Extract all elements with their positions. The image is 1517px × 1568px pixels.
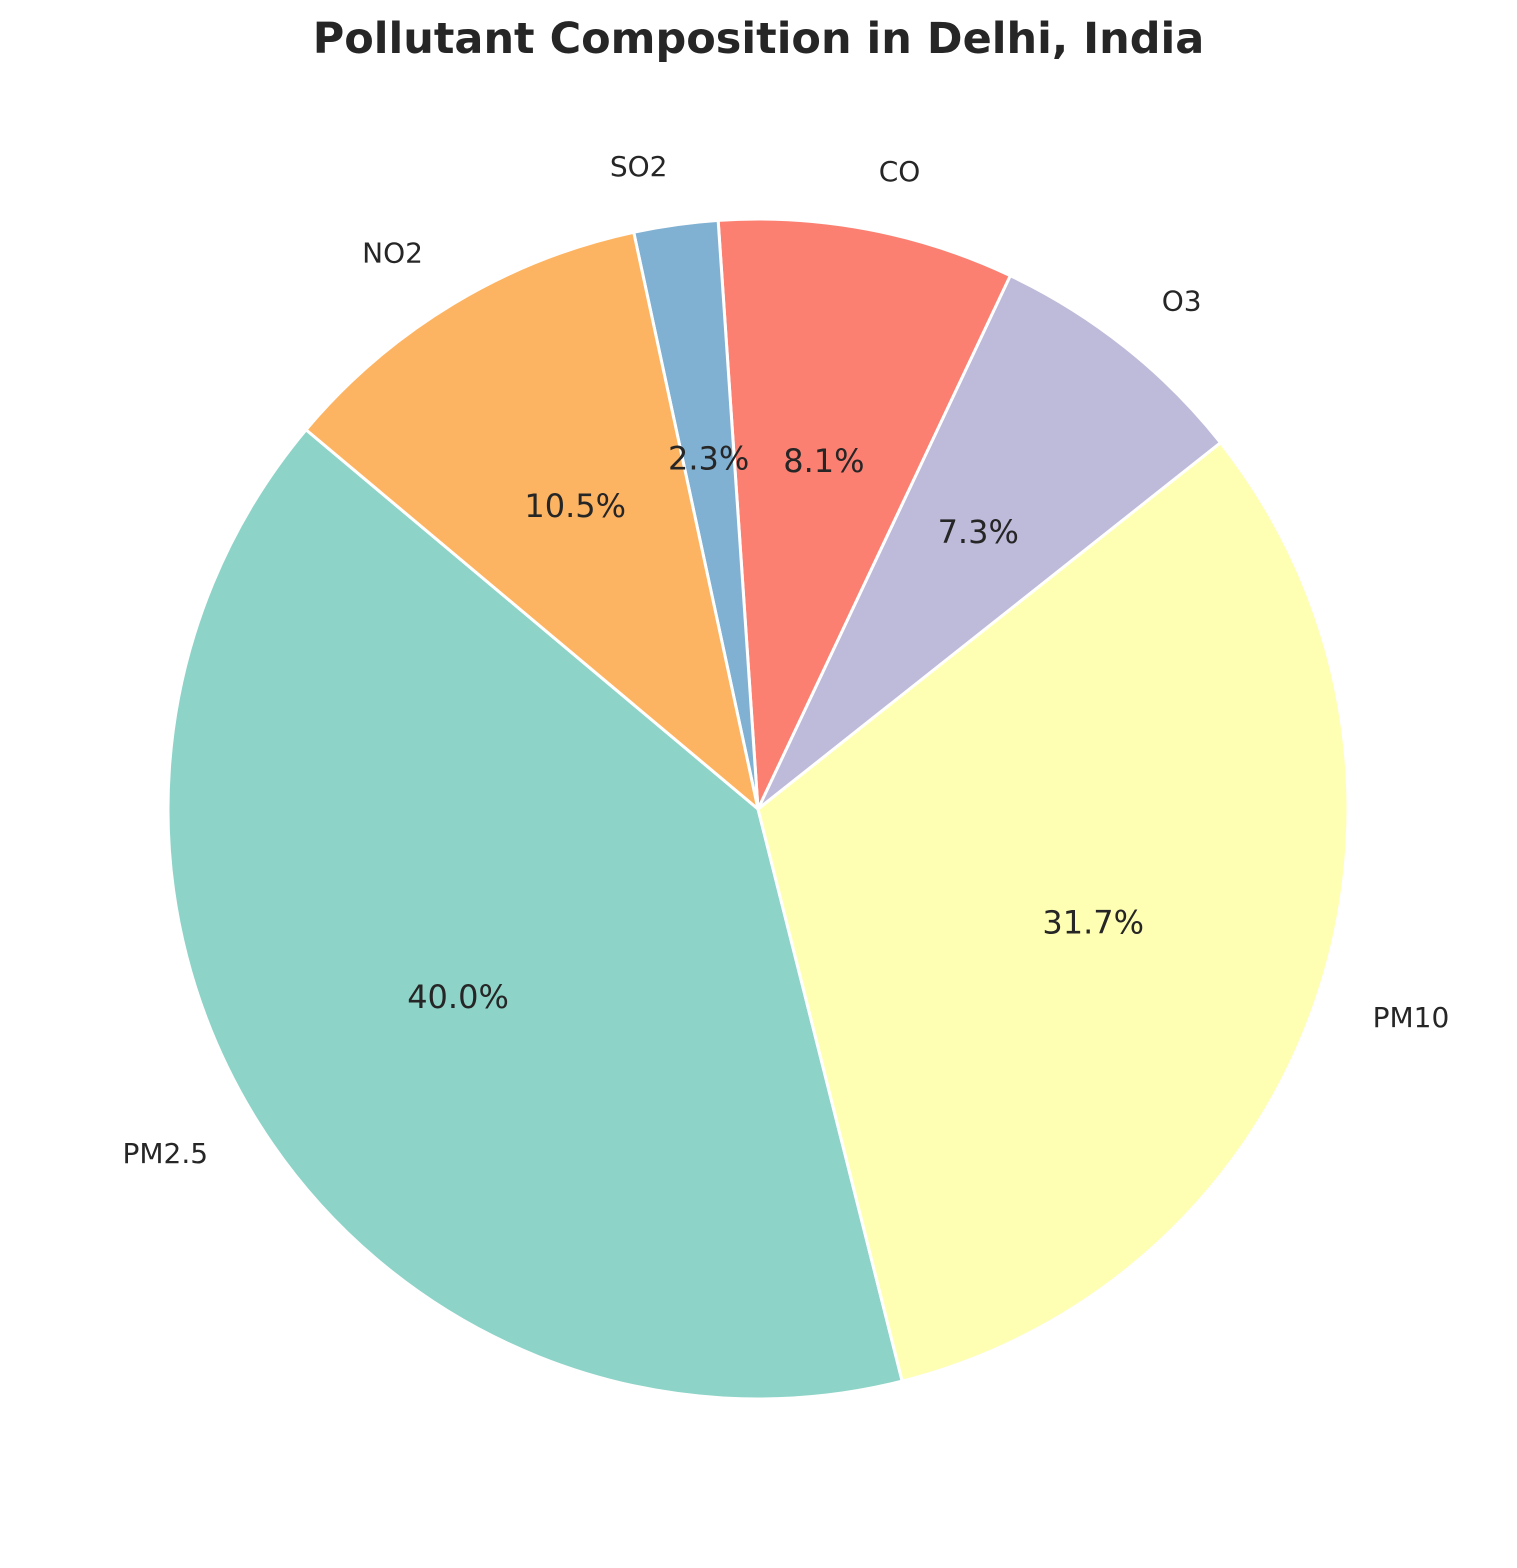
slice-no2	[304, 230, 760, 811]
category-label-pm2-5: PM2.5	[122, 1137, 208, 1170]
percent-label-no2: 10.5%	[524, 487, 626, 525]
pie-labels: PM2.5 40.0% PM10 31.7% O3 7.3% CO 8.1% SO2 2.3% NO…	[122, 150, 1449, 1170]
slice-o3	[756, 274, 1223, 811]
percent-label-pm10: 31.7%	[1042, 904, 1144, 942]
category-label-co: CO	[879, 155, 921, 188]
chart-title: Pollutant Composition in Delhi, India	[312, 14, 1205, 64]
category-label-so2: SO2	[610, 150, 668, 183]
category-label-no2: NO2	[362, 237, 423, 270]
percent-label-co: 8.1%	[783, 442, 864, 480]
slice-pm10	[756, 441, 1350, 1383]
category-label-o3: O3	[1162, 284, 1202, 317]
percent-label-pm2-5: 40.0%	[407, 978, 509, 1016]
percent-label-o3: 7.3%	[938, 513, 1019, 551]
percent-label-so2: 2.3%	[668, 439, 749, 477]
category-label-pm10: PM10	[1373, 1001, 1450, 1034]
slice-pm2-5	[166, 428, 904, 1401]
slice-co	[716, 217, 1012, 811]
pie-slices	[166, 217, 1350, 1401]
